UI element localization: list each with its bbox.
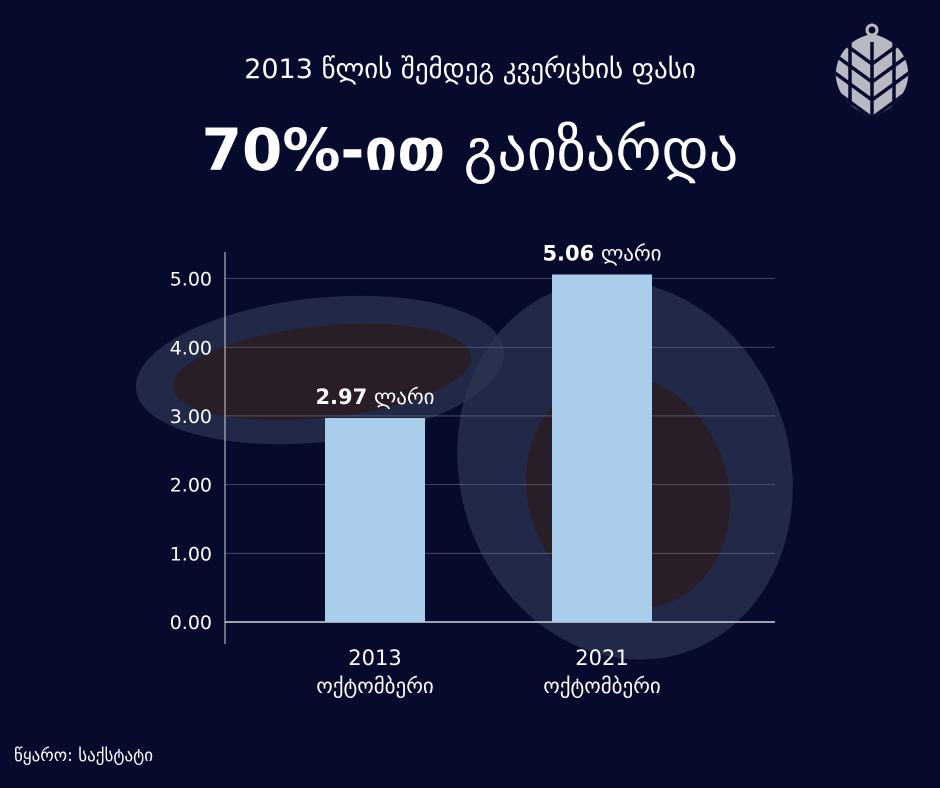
x-tick-label-month: ოქტომბერი — [543, 674, 661, 698]
x-tick-label-year: 2021 — [575, 646, 628, 670]
pine-cone-icon — [835, 23, 909, 116]
data-label-unit: ლარი — [367, 385, 434, 409]
data-label-value: 2.97 — [315, 385, 367, 409]
data-label: 2.97 ლარი — [315, 385, 434, 409]
data-label-unit: ლარი — [594, 241, 661, 265]
y-tick-labels: 0.00 1.00 2.00 3.00 4.00 5.00 — [170, 269, 212, 634]
x-tick-labels: 2013 ოქტომბერი 2021 ოქტომბერი — [316, 646, 661, 698]
headline-percent: 70%-ით — [201, 116, 446, 184]
data-label-value: 5.06 — [542, 241, 594, 265]
egg-halves-background — [135, 280, 793, 660]
grid-lines — [225, 278, 775, 554]
y-tick-label: 2.00 — [170, 475, 212, 497]
source-note: წყარო: საქსტატი — [14, 746, 154, 766]
y-tick-label: 1.00 — [170, 543, 212, 565]
subtitle: 2013 წლის შემდეგ კვერცხის ფასი — [244, 54, 696, 85]
bars — [325, 274, 652, 622]
x-tick-label-month: ოქტომბერი — [316, 674, 434, 698]
x-tick-label-year: 2013 — [348, 646, 401, 670]
y-tick-label: 4.00 — [170, 337, 212, 359]
bar — [325, 418, 425, 622]
headline-text: გაიზარდა — [463, 116, 739, 184]
bar — [552, 274, 652, 622]
data-label: 5.06 ლარი — [542, 241, 661, 265]
headline: 70%-ით გაიზარდა — [0, 116, 940, 184]
y-tick-label: 0.00 — [170, 612, 212, 634]
y-tick-label: 5.00 — [170, 269, 212, 291]
y-tick-label: 3.00 — [170, 406, 212, 428]
